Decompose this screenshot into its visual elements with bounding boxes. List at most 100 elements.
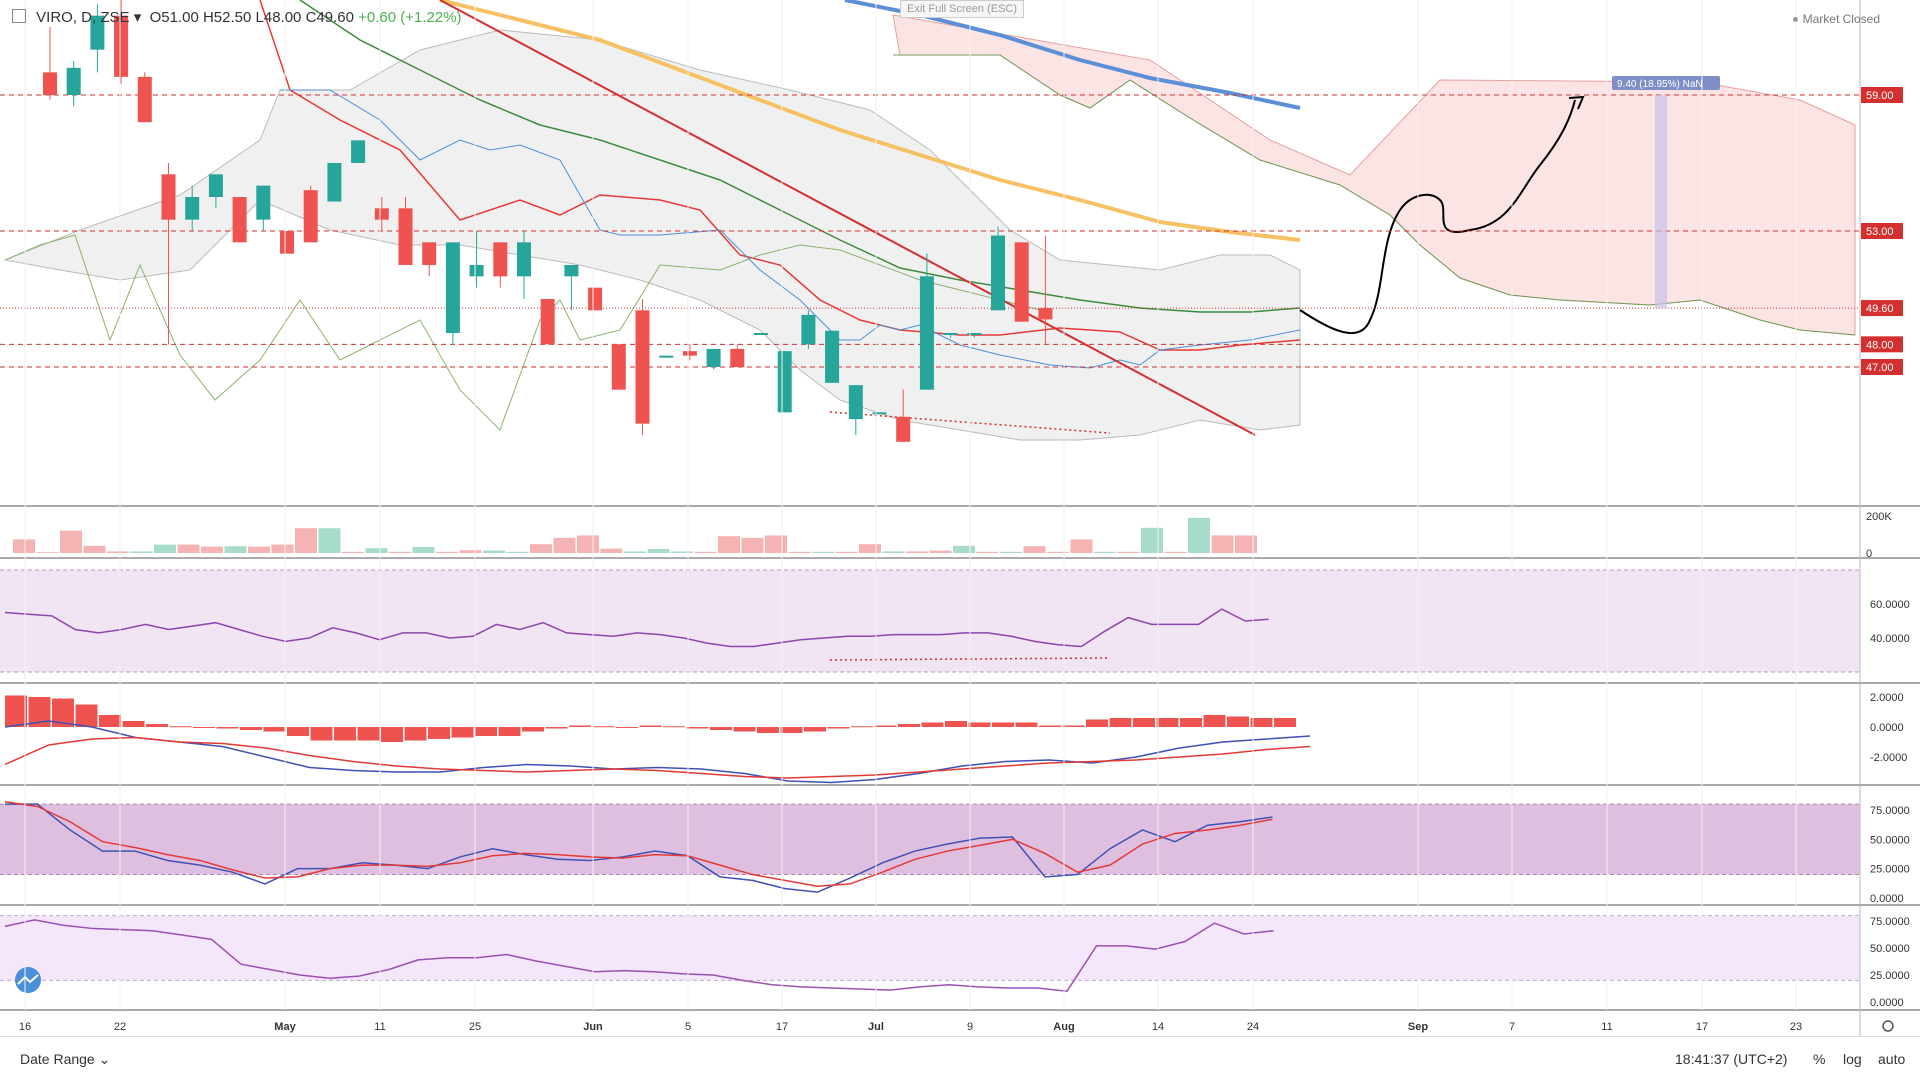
volume-bar bbox=[13, 539, 35, 553]
candle-body bbox=[256, 185, 271, 220]
price-level-tag bbox=[1861, 359, 1903, 375]
macd-histogram-bar bbox=[334, 727, 356, 741]
rsi-band-bg bbox=[0, 570, 1860, 672]
candle-body bbox=[327, 163, 342, 202]
candle-body bbox=[114, 15, 129, 77]
volume-bar bbox=[1117, 551, 1140, 553]
rsi-line bbox=[4, 608, 1269, 648]
time-axis-label: Jun bbox=[583, 1021, 603, 1033]
candle-body bbox=[682, 351, 697, 356]
candle-body bbox=[754, 333, 768, 335]
volume-bar bbox=[929, 550, 952, 553]
stoch-axis-label: 75.0000 bbox=[1870, 805, 1910, 817]
cloud-span-b bbox=[893, 54, 1856, 336]
date-range-button[interactable]: Date Range ⌄ bbox=[20, 1051, 110, 1068]
candle-body bbox=[967, 333, 982, 335]
volume-axis-label: 200K bbox=[1866, 511, 1892, 523]
macd-histogram-bar bbox=[569, 725, 591, 727]
time-axis-label: 7 bbox=[1509, 1021, 1515, 1033]
macd-axis-label: -2.0000 bbox=[1870, 752, 1907, 764]
volume-bar bbox=[201, 546, 223, 553]
volume-bar bbox=[130, 551, 153, 553]
price-level-label: 47.00 bbox=[1866, 362, 1894, 374]
macd-histogram-bar bbox=[522, 727, 544, 732]
measure-range-box bbox=[1655, 95, 1667, 309]
macd-histogram-bar bbox=[780, 727, 803, 733]
volume-bar bbox=[1000, 551, 1022, 553]
macd-histogram-bar bbox=[75, 704, 98, 727]
macd-histogram-bar bbox=[52, 698, 74, 727]
candle-body bbox=[777, 351, 792, 413]
macd-histogram-bar bbox=[921, 722, 944, 727]
price-level-tag bbox=[1861, 300, 1903, 317]
stoch-k-line bbox=[5, 803, 1273, 893]
macd-histogram-bar bbox=[592, 726, 615, 728]
stoch-axis-label: 0.0000 bbox=[1870, 893, 1904, 905]
signal-line bbox=[4, 736, 1311, 779]
clock-time: 18:41:37 (UTC+2) bbox=[1675, 1051, 1788, 1067]
main-price-pane[interactable]: 59.00 53.00 49.60 48.00 47.00 9.40 (18.95%) N… bbox=[0, 0, 1903, 442]
volume-bar bbox=[835, 551, 858, 553]
volume-bar bbox=[224, 546, 247, 553]
candle-body bbox=[801, 314, 816, 345]
volume-bar bbox=[1047, 551, 1069, 553]
rsi-pane[interactable]: 60.0000 40.0000 bbox=[0, 569, 1910, 673]
macd-histogram-bar bbox=[122, 721, 145, 727]
macd-histogram-bar bbox=[1203, 715, 1226, 727]
symbol-label[interactable]: VIRO, D, ZSE bbox=[36, 9, 130, 26]
stoch-d-line bbox=[4, 801, 1273, 888]
stochastic-pane[interactable]: 75.0000 50.0000 25.0000 0.0000 bbox=[0, 801, 1910, 905]
volume-bar bbox=[83, 545, 106, 553]
auto-toggle[interactable]: auto bbox=[1878, 1051, 1906, 1067]
volume-bar bbox=[177, 544, 200, 553]
oscillator-pane[interactable]: 75.0000 50.0000 25.0000 0.0000 bbox=[0, 915, 1910, 1009]
macd-histogram-bar bbox=[1227, 716, 1249, 727]
price-level-label: 59.00 bbox=[1866, 90, 1894, 102]
rsi-axis-label: 40.0000 bbox=[1870, 633, 1910, 645]
symbol-header[interactable]: VIRO, D, ZSE ▾ O51.00 H52.50 L48.00 C49.… bbox=[12, 8, 462, 26]
volume-bar bbox=[483, 550, 505, 553]
ohlc-high: H52.50 bbox=[202, 9, 252, 26]
volume-bar bbox=[953, 545, 975, 553]
macd-histogram-bar bbox=[1180, 718, 1202, 727]
ma-red-line bbox=[259, 0, 1301, 351]
ohlc-close: C49.60 bbox=[305, 9, 354, 26]
macd-pane[interactable]: 2.0000 0.0000 -2.0000 bbox=[4, 692, 1907, 784]
candle-body bbox=[848, 385, 863, 420]
volume-bar bbox=[248, 546, 270, 553]
volume-bar bbox=[600, 548, 623, 553]
time-axis-label: Sep bbox=[1408, 1021, 1428, 1033]
rsi-axis-label: 60.0000 bbox=[1870, 599, 1910, 611]
chevron-down-icon[interactable]: ▾ bbox=[133, 9, 142, 26]
volume-bar bbox=[976, 551, 999, 553]
exit-fullscreen-button[interactable]: Exit Full Screen (ESC) bbox=[900, 0, 1025, 18]
time-axis-label: Jul bbox=[868, 1021, 884, 1033]
volume-pane[interactable]: 200K 0 bbox=[13, 511, 1892, 560]
macd-histogram-bar bbox=[1086, 719, 1108, 727]
market-status: Market Closed bbox=[1792, 12, 1880, 26]
time-axis-label: 5 bbox=[685, 1021, 691, 1033]
macd-histogram-bar bbox=[663, 726, 685, 728]
osc-axis-label: 25.0000 bbox=[1870, 970, 1910, 982]
candle-body bbox=[43, 72, 57, 95]
bottom-toolbar: Date Range ⌄ 18:41:37 (UTC+2) % log auto bbox=[0, 1036, 1920, 1081]
ohlc-change: +0.60 (+1.22%) bbox=[358, 9, 462, 26]
percent-toggle[interactable]: % bbox=[1813, 1051, 1826, 1067]
macd-histogram-bar bbox=[99, 715, 121, 727]
volume-bar bbox=[436, 551, 458, 553]
volume-bar bbox=[318, 528, 341, 553]
price-level-label: 53.00 bbox=[1866, 226, 1894, 238]
time-axis-label: 16 bbox=[19, 1021, 31, 1033]
price-level-label: 49.60 bbox=[1866, 303, 1894, 315]
volume-bar bbox=[295, 528, 317, 553]
candle-body bbox=[232, 197, 247, 243]
candle-body bbox=[896, 416, 911, 442]
volume-bar bbox=[859, 544, 881, 553]
log-toggle[interactable]: log bbox=[1843, 1051, 1862, 1067]
candle-body bbox=[280, 231, 294, 254]
volume-bar bbox=[1141, 527, 1163, 553]
volume-bar bbox=[671, 551, 693, 553]
osc-axis-label: 50.0000 bbox=[1870, 943, 1910, 955]
chart-grid-icon[interactable] bbox=[12, 9, 26, 23]
